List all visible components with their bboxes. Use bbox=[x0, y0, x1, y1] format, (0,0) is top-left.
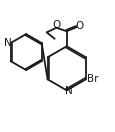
Text: O: O bbox=[75, 21, 83, 31]
Text: N: N bbox=[4, 37, 12, 48]
Text: N: N bbox=[65, 86, 72, 96]
Text: Br: Br bbox=[86, 74, 97, 84]
Text: O: O bbox=[52, 20, 60, 30]
